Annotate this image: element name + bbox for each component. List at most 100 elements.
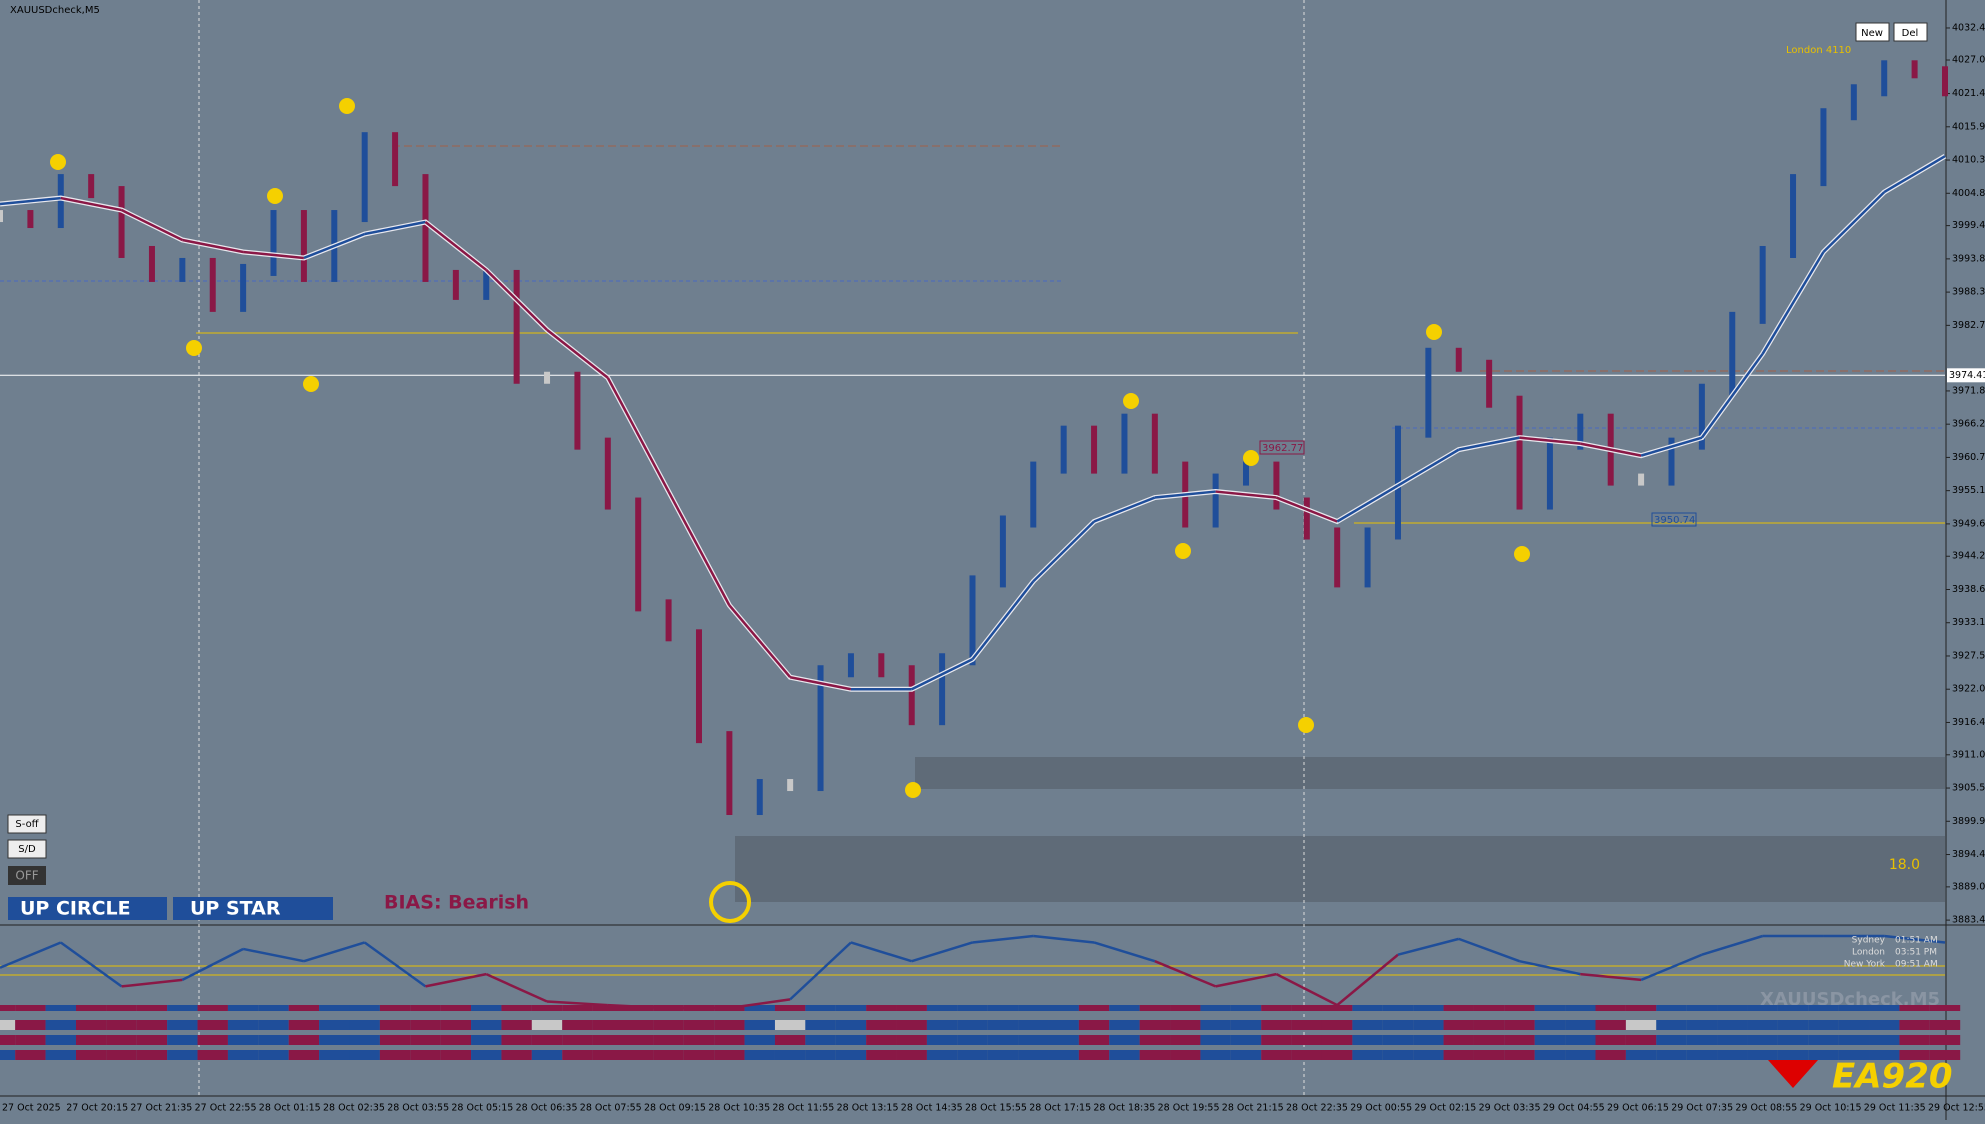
signal-strip — [501, 1050, 532, 1060]
price-bar — [1881, 60, 1888, 97]
new-button[interactable] — [1855, 22, 1890, 42]
signal-box — [173, 897, 333, 920]
price-bar — [240, 263, 247, 312]
signal-strip — [197, 1035, 228, 1045]
signal-strip — [319, 1005, 350, 1011]
osc-segment — [303, 941, 366, 963]
signal-strip — [926, 1050, 958, 1060]
s-off-button[interactable] — [7, 814, 47, 834]
session-name: Sydney — [1852, 936, 1886, 946]
time-label: 29 Oct 00:55 — [1350, 1103, 1412, 1114]
signal-strip — [592, 1035, 624, 1045]
signal-strip — [1838, 1020, 1870, 1030]
signal-strip — [1291, 1020, 1322, 1030]
signal-strip — [1139, 1005, 1171, 1011]
zone — [915, 757, 1945, 789]
signal-strip — [1899, 1035, 1930, 1045]
del-button-label[interactable]: Del — [1902, 28, 1919, 39]
time-label: 28 Oct 01:15 — [259, 1103, 321, 1114]
signal-strip — [1048, 1020, 1079, 1030]
signal-strip — [835, 1005, 867, 1011]
price-bar — [209, 257, 216, 312]
price-tick-label: 4010.35 — [1952, 155, 1985, 166]
off-button[interactable] — [8, 866, 46, 885]
ma-segment — [728, 604, 792, 679]
price-bar — [513, 269, 520, 384]
time-label: 28 Oct 05:15 — [451, 1103, 513, 1114]
osc-segment — [546, 1000, 608, 1007]
signal-strip — [562, 1005, 593, 1011]
signal-strip — [1838, 1050, 1870, 1060]
swing-marker — [339, 98, 355, 114]
signal-strip — [1504, 1005, 1535, 1011]
signal-strip — [379, 1005, 411, 1011]
price-tick-label: 3949.60 — [1952, 518, 1985, 529]
time-label: 29 Oct 03:35 — [1479, 1103, 1541, 1114]
signal-strip — [106, 1050, 137, 1060]
signal-strip — [197, 1050, 228, 1060]
signal-strip — [167, 1005, 198, 1011]
signal-strip — [379, 1050, 411, 1060]
price-tick-label: 3889.00 — [1952, 881, 1985, 892]
signal-strip — [1078, 1020, 1110, 1030]
price-tick-label: 3922.00 — [1952, 684, 1985, 695]
sd-button[interactable] — [7, 839, 47, 859]
price-bar — [422, 174, 429, 282]
price-bar — [27, 210, 34, 229]
signal-strip — [562, 1035, 593, 1045]
signal-strip — [866, 1020, 897, 1030]
signal-strip — [896, 1005, 927, 1011]
price-label: 3962.77 — [1262, 443, 1303, 454]
off-label[interactable]: OFF — [15, 869, 38, 883]
signal-strip — [866, 1005, 897, 1011]
signal-strip — [562, 1020, 593, 1030]
del-button[interactable] — [1893, 22, 1928, 42]
price-tick-label: 4032.40 — [1952, 22, 1985, 33]
ma-segment — [546, 328, 609, 379]
signal-strip — [0, 1050, 16, 1060]
signal-strip — [774, 1020, 806, 1030]
signal-strip — [410, 1005, 441, 1011]
price-bar — [1121, 413, 1128, 474]
signal-strip — [1565, 1050, 1596, 1060]
price-bar — [1334, 527, 1341, 588]
signal-strip — [1139, 1020, 1171, 1030]
ma-segment — [606, 377, 670, 493]
price-bar — [969, 575, 976, 666]
ma-segment — [1458, 436, 1520, 451]
price-tick-label: 3927.55 — [1952, 650, 1985, 661]
signal-strip — [1686, 1035, 1718, 1045]
signal-strip — [1109, 1035, 1140, 1045]
osc-segment — [789, 941, 852, 1001]
signal-strip — [683, 1050, 715, 1060]
price-bar — [452, 269, 459, 300]
ma-segment — [1519, 436, 1581, 445]
signal-strip — [1717, 1020, 1748, 1030]
s-off-label[interactable]: S-off — [15, 819, 39, 830]
signal-strip — [562, 1050, 593, 1060]
signal-strip — [1291, 1050, 1322, 1060]
signal-strip — [653, 1035, 684, 1045]
marker — [709, 881, 751, 923]
signal-strip — [774, 1050, 806, 1060]
signal-strip — [774, 1005, 806, 1011]
signal-strip — [1170, 1050, 1201, 1060]
osc-segment — [60, 941, 123, 988]
signal-strip — [1018, 1050, 1049, 1060]
signal-strip — [531, 1035, 563, 1045]
osc-segment — [121, 978, 183, 988]
logo: EA920 — [1832, 1057, 1953, 1097]
sd-label[interactable]: S/D — [18, 844, 36, 855]
signal-strip — [1352, 1035, 1383, 1045]
time-label: 28 Oct 21:15 — [1222, 1103, 1284, 1114]
signal-strip — [1291, 1005, 1322, 1011]
price-tick-label: 4015.90 — [1952, 121, 1985, 132]
signal-strip — [471, 1035, 502, 1045]
signal-strip — [1291, 1035, 1322, 1045]
signal-strip — [288, 1005, 320, 1011]
signal-strip — [623, 1035, 654, 1045]
signal-strip — [1534, 1005, 1566, 1011]
osc-segment — [242, 947, 305, 963]
price-tick-label: 4021.45 — [1952, 88, 1985, 99]
new-button-label[interactable]: New — [1861, 28, 1883, 39]
